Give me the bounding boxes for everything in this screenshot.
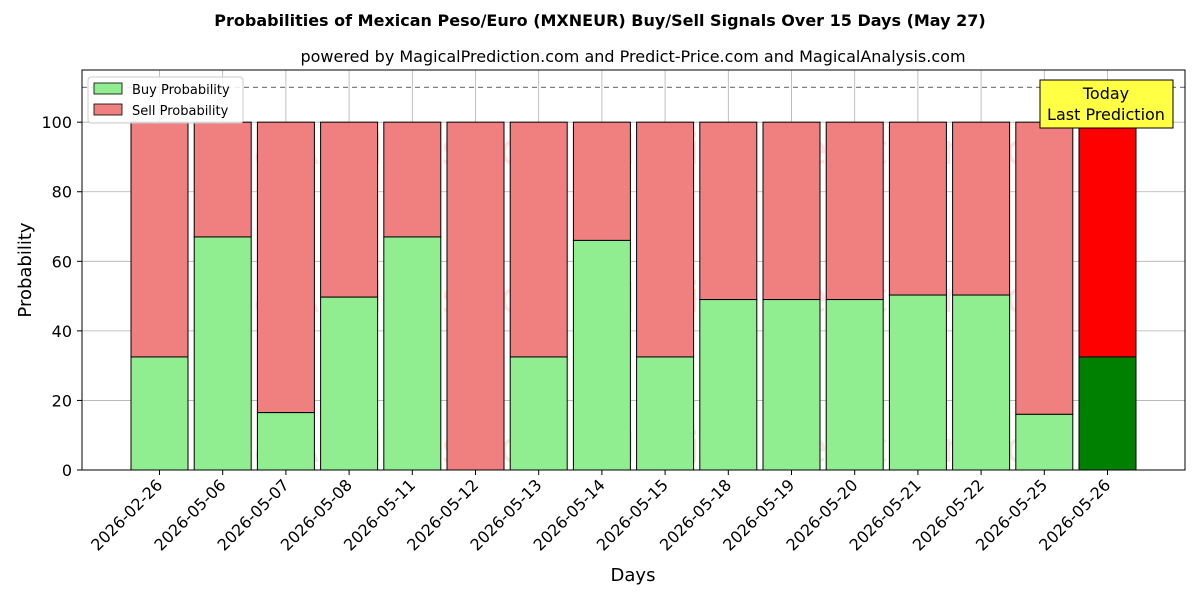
legend-swatch-sell [93, 103, 123, 116]
y-tick-label: 0 [62, 461, 72, 480]
y-axis-label: Probability [15, 222, 36, 317]
legend-label-buy: Buy Probability [132, 83, 230, 98]
bar-buy [699, 299, 758, 471]
bar-sell [193, 121, 252, 238]
bar-sell [572, 121, 631, 241]
chart-subtitle: powered by MagicalPrediction.com and Pre… [300, 47, 965, 66]
legend-box [87, 76, 244, 124]
bar-buy [1078, 356, 1137, 471]
bars-layer [130, 121, 1137, 471]
y-tick-label: 40 [52, 322, 72, 341]
bar-buy [572, 239, 631, 471]
today-annotation: Today Last Prediction [1039, 79, 1174, 129]
y-tick-label: 80 [52, 183, 72, 202]
bar-buy [636, 356, 695, 471]
legend: Buy Probability Sell Probability [87, 76, 244, 124]
chart-title: Probabilities of Mexican Peso/Euro (MXNE… [214, 11, 985, 30]
plot-frame [81, 69, 1186, 471]
bar-sell [1015, 121, 1074, 415]
bar-buy [1015, 413, 1074, 471]
legend-label-sell: Sell Probability [132, 104, 229, 119]
y-tick-label: 100 [41, 113, 72, 132]
bar-buy [193, 236, 252, 471]
bar-sell [699, 121, 758, 301]
legend-swatch-buy [93, 82, 123, 95]
bar-sell [1078, 121, 1137, 358]
y-axis-ticks: 0 20 40 60 80 100 [41, 113, 82, 480]
bar-buy [762, 299, 821, 471]
y-tick-label: 60 [52, 252, 72, 271]
bar-buy [888, 294, 947, 471]
bar-sell [509, 121, 568, 358]
x-axis-label: Days [611, 565, 656, 586]
bar-buy [256, 412, 315, 471]
bar-buy [130, 356, 189, 471]
annotation-box [1039, 79, 1174, 129]
bar-sell [952, 121, 1011, 296]
bar-buy [952, 294, 1011, 471]
x-axis-ticks: 2026-02-262026-05-062026-05-072026-05-08… [87, 470, 1114, 555]
bar-buy [383, 236, 442, 471]
bar-sell [762, 121, 821, 301]
annotation-line-1: Today [1082, 84, 1129, 103]
bar-sell [130, 121, 189, 358]
bar-buy [509, 356, 568, 471]
bar-sell [636, 121, 695, 358]
y-tick-label: 20 [52, 391, 72, 410]
annotation-line-2: Last Prediction [1047, 105, 1165, 124]
bar-sell [383, 121, 442, 238]
bar-buy [320, 296, 379, 471]
bar-sell [888, 121, 947, 296]
bar-sell [446, 121, 505, 471]
bar-sell [256, 121, 315, 414]
bar-buy [825, 299, 884, 471]
bar-sell [825, 121, 884, 301]
bar-sell [320, 121, 379, 298]
